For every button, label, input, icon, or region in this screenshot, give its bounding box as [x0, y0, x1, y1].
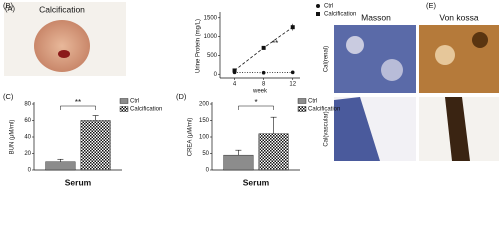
micrograph-detail [381, 59, 403, 81]
y-tick-label: 0 [28, 168, 32, 174]
micrograph-detail [445, 97, 470, 161]
y-axis-label: CREA (μM/ml) [188, 118, 194, 156]
micrograph [334, 25, 416, 93]
y-axis-label: Urine Protein (mg/L) [196, 19, 202, 73]
x-tick-label: 4 [233, 82, 237, 88]
point [232, 68, 237, 73]
legend-swatch [297, 98, 307, 104]
bar [45, 161, 76, 171]
y-tick-label: 50 [202, 151, 209, 157]
micrograph [419, 25, 499, 93]
point [261, 70, 266, 75]
y-tick-label: 150 [199, 118, 210, 124]
panel-label: (B) [3, 1, 14, 10]
row-header: Cal(renal) [324, 46, 330, 72]
bar [258, 133, 289, 171]
legend-label: Ctrl [130, 99, 139, 105]
charts: (B)Urine Protein (mg/L)050010001500CtrlC… [3, 1, 356, 187]
legend-label: Ctrl [308, 99, 317, 105]
x-tick-label: Serum [243, 177, 270, 187]
annotation: ** [272, 39, 278, 48]
panel-e: (E) Masson Von kossa Cal(renal) Cal(vasc… [324, 1, 499, 161]
y-tick-label: 80 [24, 102, 31, 108]
point [290, 70, 295, 75]
significance-bracket [238, 105, 274, 110]
column-header: Von kossa [439, 12, 478, 22]
panel-label: (C) [3, 92, 14, 101]
point [261, 45, 266, 50]
legend-swatch [119, 98, 129, 104]
panel-label: (D) [176, 92, 187, 101]
y-tick-label: 1500 [204, 15, 218, 21]
tissue [34, 20, 90, 72]
panel-a: (A) Calcification [4, 2, 126, 76]
y-tick-label: 1000 [204, 34, 218, 40]
bar [80, 120, 111, 171]
micrograph-detail [435, 45, 455, 65]
annotation: * [254, 98, 257, 107]
micrograph-detail [346, 36, 364, 54]
lesion [58, 50, 70, 58]
panel-label: (A) [5, 4, 16, 13]
column-header: Masson [361, 12, 391, 22]
y-tick-label: 500 [207, 53, 218, 59]
bar [223, 154, 254, 171]
x-tick-label: 12 [289, 82, 296, 88]
x-axis-label: week [252, 89, 268, 95]
y-tick-label: 40 [24, 135, 31, 141]
legend-label: Calcification [130, 107, 162, 113]
panel-label: (E) [426, 1, 437, 10]
legend-label: Ctrl [324, 4, 333, 10]
micrograph-detail [334, 97, 380, 161]
y-tick-label: 100 [199, 135, 210, 141]
legend-label: Calcification [308, 107, 340, 113]
y-axis-label: BUN (μM/ml) [10, 120, 16, 155]
x-tick-label: Serum [65, 177, 92, 187]
y-tick-label: 60 [24, 118, 31, 124]
legend-label: Calcification [324, 12, 356, 18]
micrograph-detail [472, 32, 488, 48]
y-tick-label: 0 [214, 72, 218, 78]
legend-marker [316, 12, 320, 16]
row-header: Cal(vascular) [324, 111, 330, 146]
caption: Calcification [39, 4, 85, 14]
x-tick-label: 8 [262, 82, 266, 88]
annotation: ** [75, 98, 81, 107]
y-tick-label: 200 [199, 102, 210, 108]
legend-marker [316, 4, 320, 8]
y-tick-label: 0 [206, 168, 210, 174]
legend-swatch [119, 106, 129, 112]
point [290, 25, 295, 30]
y-tick-label: 20 [24, 151, 31, 157]
legend-swatch [297, 106, 307, 112]
significance-bracket [60, 105, 96, 110]
figure: (A) Calcification (E) Masson Von kossa C… [3, 1, 499, 187]
